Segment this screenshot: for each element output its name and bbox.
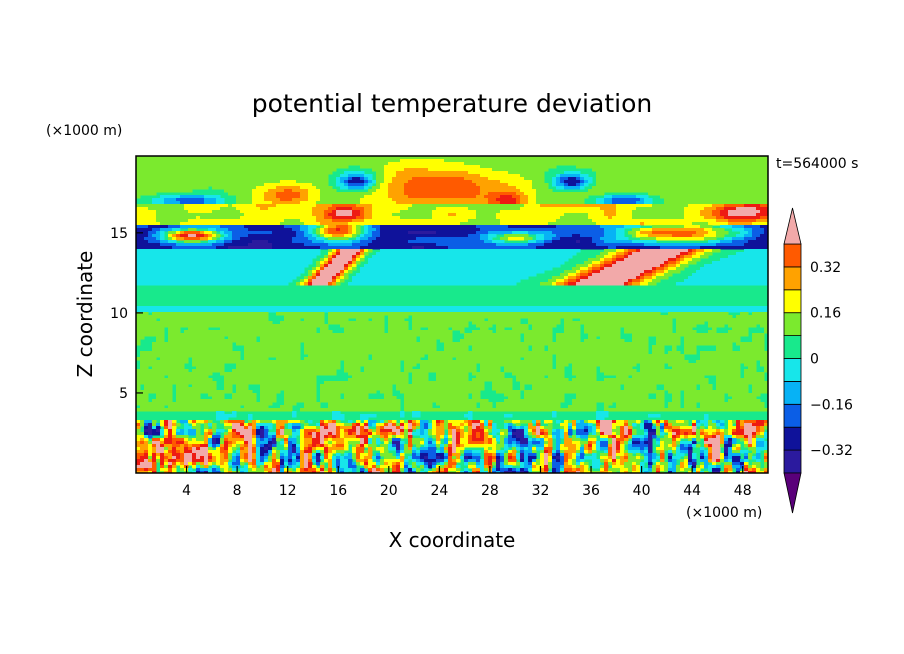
colorbar-bin — [783, 426, 802, 451]
colorbar: 0.32 0.16 0 −0.16 −0.32 — [783, 207, 853, 514]
x-axis-label: X coordinate — [389, 528, 516, 552]
colorbar-label: −0.32 — [810, 443, 853, 459]
chart-title: potential temperature deviation — [252, 89, 652, 118]
y-tick-label: 10 — [110, 306, 128, 322]
x-tick-label: 8 — [233, 483, 242, 499]
plot-area — [136, 156, 768, 473]
y-axis-label: Z coordinate — [73, 251, 97, 378]
y-axis: 5 10 15 — [110, 226, 143, 402]
colorbar-label: 0.16 — [810, 306, 841, 322]
x-unit-label: (×1000 m) — [686, 505, 762, 521]
colorbar-bin — [783, 243, 802, 268]
colorbar-bin — [783, 312, 802, 337]
y-tick-label: 15 — [110, 226, 128, 242]
colorbar-bin — [783, 358, 802, 382]
colorbar-label: −0.16 — [810, 397, 853, 413]
plot-frame — [135, 155, 769, 474]
x-tick-label: 20 — [380, 483, 398, 499]
x-tick-label: 40 — [633, 483, 651, 499]
colorbar-bin — [783, 289, 802, 314]
colorbar-lower-extension — [783, 472, 802, 514]
x-tick-label: 24 — [430, 483, 448, 499]
x-tick-label: 36 — [582, 483, 600, 499]
x-tick-label: 12 — [279, 483, 297, 499]
colorbar-bin — [783, 266, 802, 291]
x-tick-label: 44 — [683, 483, 701, 499]
x-axis: 4 8 12 16 20 24 28 32 36 40 44 48 — [182, 466, 752, 499]
colorbar-bin — [783, 403, 802, 428]
x-tick-label: 16 — [329, 483, 347, 499]
y-unit-label: (×1000 m) — [46, 123, 122, 139]
colorbar-bin — [783, 449, 802, 474]
colorbar-upper-extension — [783, 207, 802, 245]
x-tick-label: 28 — [481, 483, 499, 499]
colorbar-label: 0 — [810, 352, 819, 368]
x-tick-label: 4 — [182, 483, 191, 499]
x-tick-label: 48 — [734, 483, 752, 499]
x-tick-label: 32 — [532, 483, 550, 499]
colorbar-bin — [783, 335, 802, 359]
y-tick-label: 5 — [119, 386, 128, 402]
colorbar-label: 0.32 — [810, 260, 841, 276]
time-label: t=564000 s — [776, 156, 858, 172]
colorbar-bin — [783, 380, 802, 405]
